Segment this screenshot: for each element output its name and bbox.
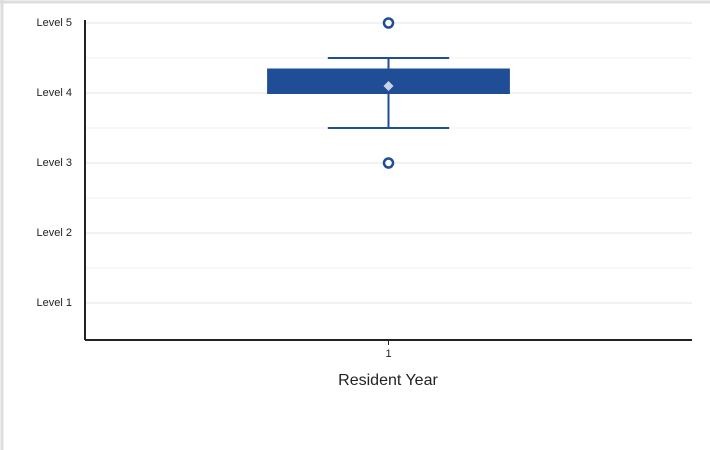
x-axis-title: Resident Year <box>338 372 438 389</box>
y-tick-label: Level 4 <box>37 87 72 99</box>
y-tick-label: Level 2 <box>37 227 72 239</box>
outlier <box>382 17 395 29</box>
y-tick-label: Level 5 <box>37 17 72 29</box>
x-tick-label: 1 <box>385 348 391 360</box>
y-tick-label: Level 3 <box>37 157 72 169</box>
outlier <box>382 157 395 169</box>
y-tick-label: Level 1 <box>37 297 72 309</box>
mean-marker <box>383 81 394 91</box>
